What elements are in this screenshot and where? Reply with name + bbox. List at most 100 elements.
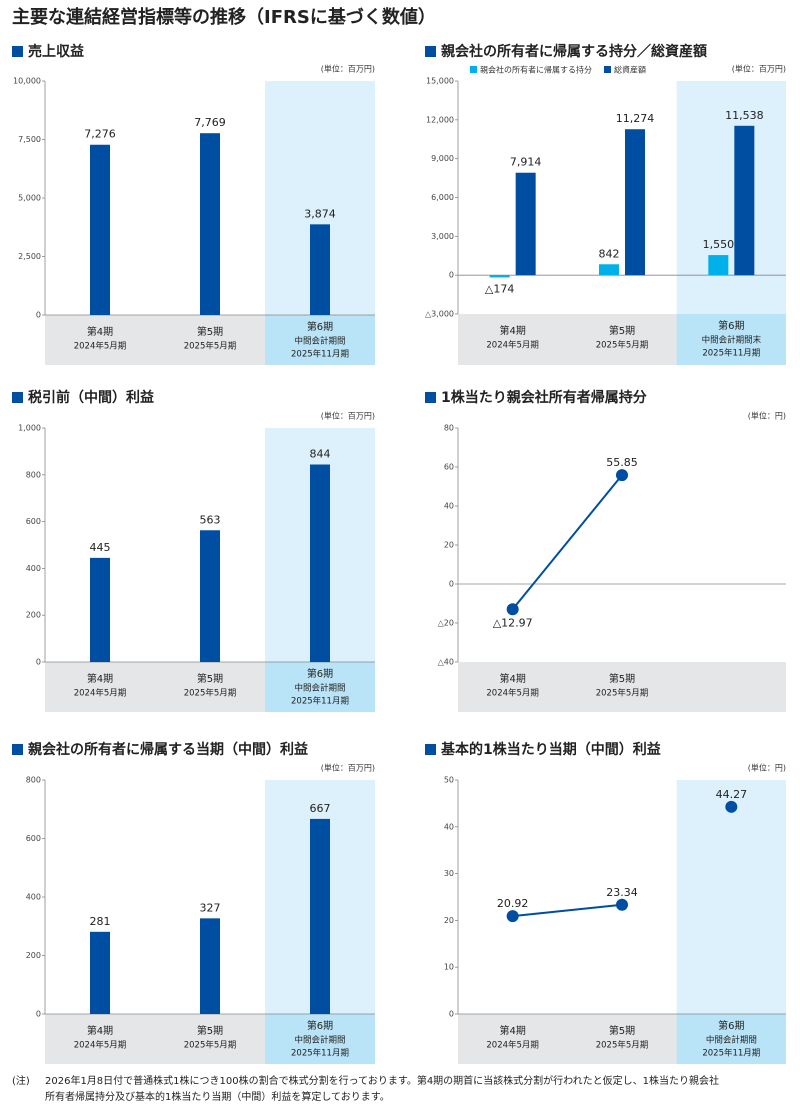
y-tick-label: △20 <box>438 619 454 628</box>
note-label: (注) <box>12 1074 30 1087</box>
y-tick-label: 0 <box>449 1010 454 1019</box>
title-icon <box>425 744 436 755</box>
bar <box>90 144 110 315</box>
legend-swatch <box>470 66 477 73</box>
line <box>511 474 623 610</box>
value-label: 563 <box>200 513 221 526</box>
y-tick-label: 600 <box>26 517 41 526</box>
x-tick-label: 第5期 <box>609 1024 635 1037</box>
x-tick-label: 2025年5月期 <box>596 688 649 699</box>
value-label: 281 <box>90 915 111 928</box>
x-tick-label: 中間会計期間 <box>706 1035 757 1046</box>
value-label: 844 <box>310 448 331 461</box>
value-label: 3,874 <box>304 207 336 220</box>
x-tick-label: 第4期 <box>499 672 525 685</box>
x-tick-label: 第6期 <box>718 1019 744 1032</box>
value-label: 11,538 <box>725 109 764 122</box>
title-icon <box>12 46 23 57</box>
bar <box>734 125 755 276</box>
bar <box>200 918 220 1014</box>
x-tick-label: 2024年5月期 <box>74 688 127 699</box>
y-tick-label: 7,500 <box>18 135 41 144</box>
x-tick-label: 第4期 <box>499 324 525 337</box>
value-label: 55.85 <box>606 456 638 469</box>
y-tick-label: 400 <box>26 893 41 902</box>
highlight-band <box>265 315 375 365</box>
y-tick-label: 0 <box>449 580 454 589</box>
value-label: 667 <box>310 802 331 815</box>
x-tick-label: 2025年5月期 <box>184 1040 237 1051</box>
bar <box>310 224 330 315</box>
y-tick-label: 6,000 <box>431 193 454 202</box>
x-tick-label: 第5期 <box>197 325 223 338</box>
value-label: 445 <box>90 541 111 554</box>
x-tick-label: 中間会計期間 <box>294 336 345 347</box>
x-tick-label: 第5期 <box>609 324 635 337</box>
panel-title: 親会社の所有者に帰属する持分／総資産額 <box>441 43 707 60</box>
panel-title: 親会社の所有者に帰属する当期（中間）利益 <box>28 741 308 758</box>
page-title: 主要な連結経営指標等の推移（IFRSに基づく数値） <box>12 6 436 28</box>
value-label: 20.92 <box>497 897 529 910</box>
point <box>616 469 628 482</box>
bar <box>515 172 536 276</box>
y-tick-label: 10 <box>444 963 454 972</box>
title-icon <box>12 392 23 403</box>
value-label: △12.97 <box>493 616 533 629</box>
x-tick-label: 2024年5月期 <box>74 1040 127 1051</box>
y-tick-label: 0 <box>36 1010 41 1019</box>
y-tick-label: 0 <box>36 658 41 667</box>
y-tick-label: 600 <box>26 834 41 843</box>
x-tick-label: 第5期 <box>197 672 223 685</box>
point <box>506 910 519 923</box>
x-tick-label: 中間会計期間末 <box>702 335 762 346</box>
highlight-band <box>265 1014 375 1064</box>
x-tick-label: 2024年5月期 <box>486 1040 539 1051</box>
x-tick-label: 2024年5月期 <box>486 340 539 351</box>
x-tick-label: 2024年5月期 <box>486 688 539 699</box>
x-tick-label: 2025年11月期 <box>291 349 349 360</box>
y-tick-label: △3,000 <box>425 310 454 319</box>
x-tick-label: 中間会計期間 <box>294 1035 345 1046</box>
unit-label: (単位：百万円) <box>321 763 375 773</box>
line <box>512 903 623 918</box>
highlight <box>676 780 786 1014</box>
x-tick-label: 第4期 <box>87 1024 113 1037</box>
value-label: 1,550 <box>703 238 735 251</box>
y-tick-label: 200 <box>26 951 41 960</box>
bar <box>599 264 619 276</box>
y-tick-label: 400 <box>26 564 41 573</box>
point <box>616 898 628 911</box>
y-tick-label: 800 <box>26 776 41 785</box>
y-tick-label: 3,000 <box>431 232 454 241</box>
panel-title: 基本的1株当たり当期（中間）利益 <box>441 741 661 758</box>
point <box>506 603 519 616</box>
value-label: 7,914 <box>510 156 542 169</box>
value-label: 23.34 <box>606 886 638 899</box>
bar <box>625 129 645 276</box>
x-tick-label: 第4期 <box>499 1024 525 1037</box>
x-tick-label: 2025年11月期 <box>291 696 349 707</box>
y-tick-label: 60 <box>444 463 454 472</box>
note-line: 所有者帰属持分及び基本的1株当たり当期（中間）利益を算定しております。 <box>45 1090 390 1103</box>
highlight-band <box>676 314 786 365</box>
bar <box>489 275 510 278</box>
bar <box>310 818 330 1014</box>
bar <box>310 464 330 662</box>
y-tick-label: 0 <box>449 271 454 280</box>
bar <box>90 557 110 662</box>
bar <box>200 133 220 315</box>
title-icon <box>425 46 436 57</box>
value-label: 327 <box>200 901 221 914</box>
y-tick-label: 40 <box>444 822 454 831</box>
legend-swatch <box>604 66 611 73</box>
x-tick-label: 2025年5月期 <box>596 340 649 351</box>
value-label: 842 <box>599 247 620 260</box>
unit-label: (単位：百万円) <box>321 64 375 74</box>
y-tick-label: 20 <box>444 916 454 925</box>
y-tick-label: 0 <box>36 311 41 320</box>
x-tick-label: 2025年5月期 <box>184 688 237 699</box>
value-label: 7,276 <box>84 128 116 141</box>
value-label: 44.27 <box>716 788 748 801</box>
legend-label: 親会社の所有者に帰属する持分 <box>480 65 592 75</box>
x-tick-label: 2025年11月期 <box>291 1048 349 1059</box>
